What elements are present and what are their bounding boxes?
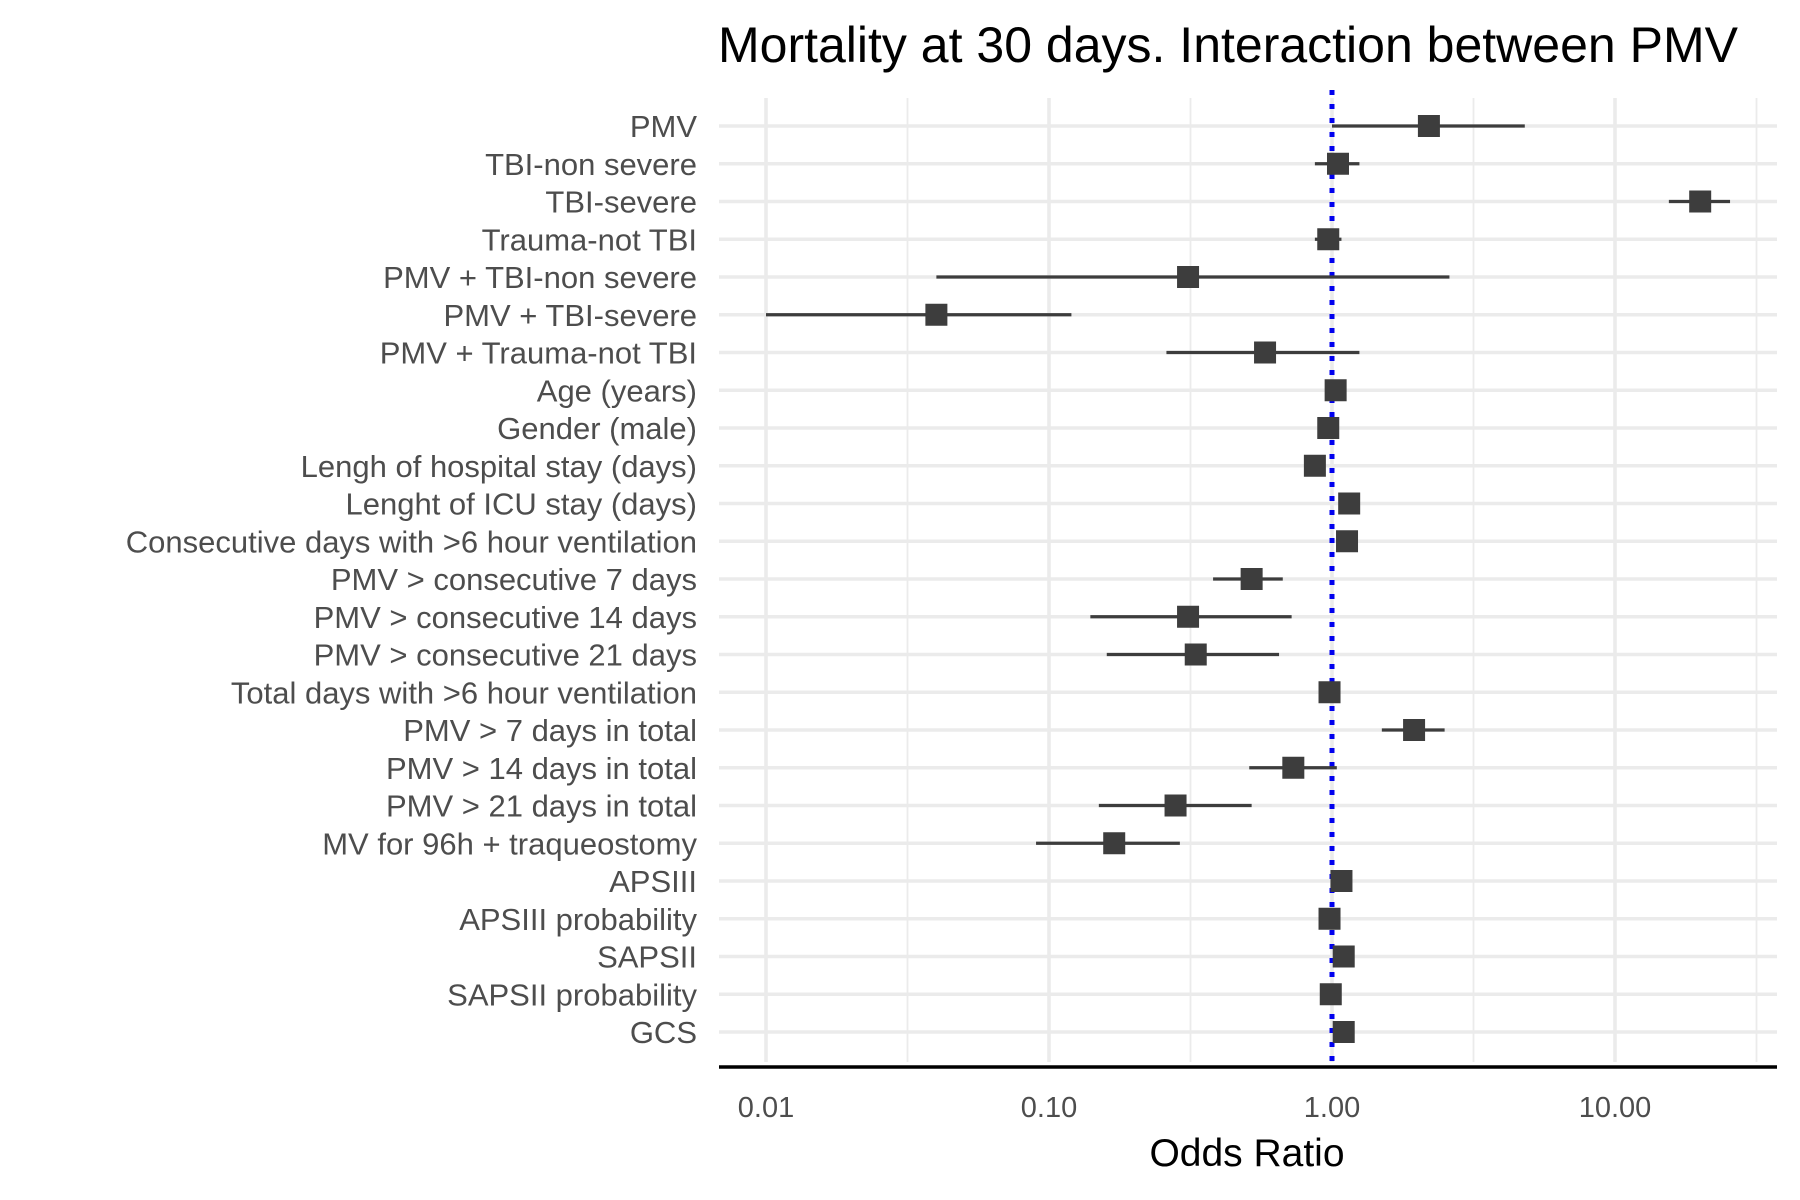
y-tick-label: PMV > consecutive 7 days (331, 562, 697, 597)
point-estimate (1177, 266, 1200, 288)
point-estimate (1403, 719, 1426, 741)
point-estimate (1330, 870, 1353, 892)
y-tick-label: PMV (630, 109, 698, 144)
point-estimate (1319, 983, 1342, 1006)
point-estimate (1689, 190, 1712, 213)
y-tick-label: SAPSII probability (447, 977, 697, 1012)
point-estimate (1326, 152, 1349, 175)
point-estimate (1254, 341, 1277, 364)
point-group (925, 115, 1712, 1043)
point-estimate (1336, 530, 1359, 553)
point-estimate (1240, 568, 1263, 590)
y-tick-label: PMV + TBI-severe (443, 298, 697, 333)
point-estimate (1332, 1021, 1355, 1043)
y-tick-label: Age (years) (537, 373, 697, 408)
y-tick-label: Consecutive days with >6 hour ventilatio… (126, 524, 697, 559)
x-tick-label: 0.01 (738, 1092, 794, 1124)
x-axis-ticks: 0.01 0.10 1.00 10.00 (738, 1092, 1652, 1124)
y-tick-label: Total days with >6 hour ventilation (231, 675, 697, 710)
y-tick-label: TBI-non severe (485, 147, 697, 182)
y-tick-label: GCS (630, 1015, 697, 1050)
y-tick-label: PMV > 21 days in total (386, 789, 697, 824)
y-tick-label: PMV > consecutive 14 days (314, 600, 697, 635)
point-estimate (1318, 681, 1341, 704)
point-estimate (1103, 832, 1126, 855)
point-estimate (1164, 794, 1187, 817)
point-estimate (1332, 945, 1355, 968)
x-tick-label: 1.00 (1304, 1092, 1360, 1124)
chart-title: Mortality at 30 days. Interaction betwee… (718, 17, 1739, 73)
y-tick-label: Lenght of ICU stay (days) (346, 487, 698, 522)
y-tick-label: PMV > 7 days in total (403, 713, 697, 748)
point-estimate (1282, 756, 1305, 779)
y-tick-label: PMV + Trauma-not TBI (380, 336, 697, 371)
point-estimate (1324, 379, 1347, 402)
point-estimate (1338, 492, 1361, 515)
y-tick-label: Lengh of hospital stay (days) (301, 449, 697, 484)
y-tick-label: PMV > consecutive 21 days (314, 638, 697, 673)
x-tick-label: 0.10 (1021, 1092, 1077, 1124)
point-estimate (1318, 907, 1341, 930)
point-estimate (1303, 454, 1326, 477)
x-tick-label: 10.00 (1579, 1092, 1652, 1124)
y-tick-label: SAPSII (597, 940, 697, 975)
y-tick-label: MV for 96h + traqueostomy (322, 826, 697, 861)
y-tick-label: Gender (male) (497, 411, 697, 446)
y-tick-label: Trauma-not TBI (482, 222, 697, 257)
y-tick-label: APSIII probability (459, 902, 697, 937)
y-tick-label: PMV > 14 days in total (386, 751, 697, 786)
point-estimate (1317, 228, 1340, 251)
y-tick-label: TBI-severe (545, 185, 697, 220)
y-tick-label: APSIII (609, 864, 697, 899)
point-estimate (1417, 115, 1440, 137)
point-estimate (925, 303, 948, 326)
x-axis-title: Odds Ratio (1149, 1132, 1344, 1175)
point-estimate (1184, 643, 1207, 666)
point-estimate (1317, 417, 1340, 439)
y-tick-label: PMV + TBI-non severe (383, 260, 697, 295)
point-estimate (1177, 605, 1200, 628)
